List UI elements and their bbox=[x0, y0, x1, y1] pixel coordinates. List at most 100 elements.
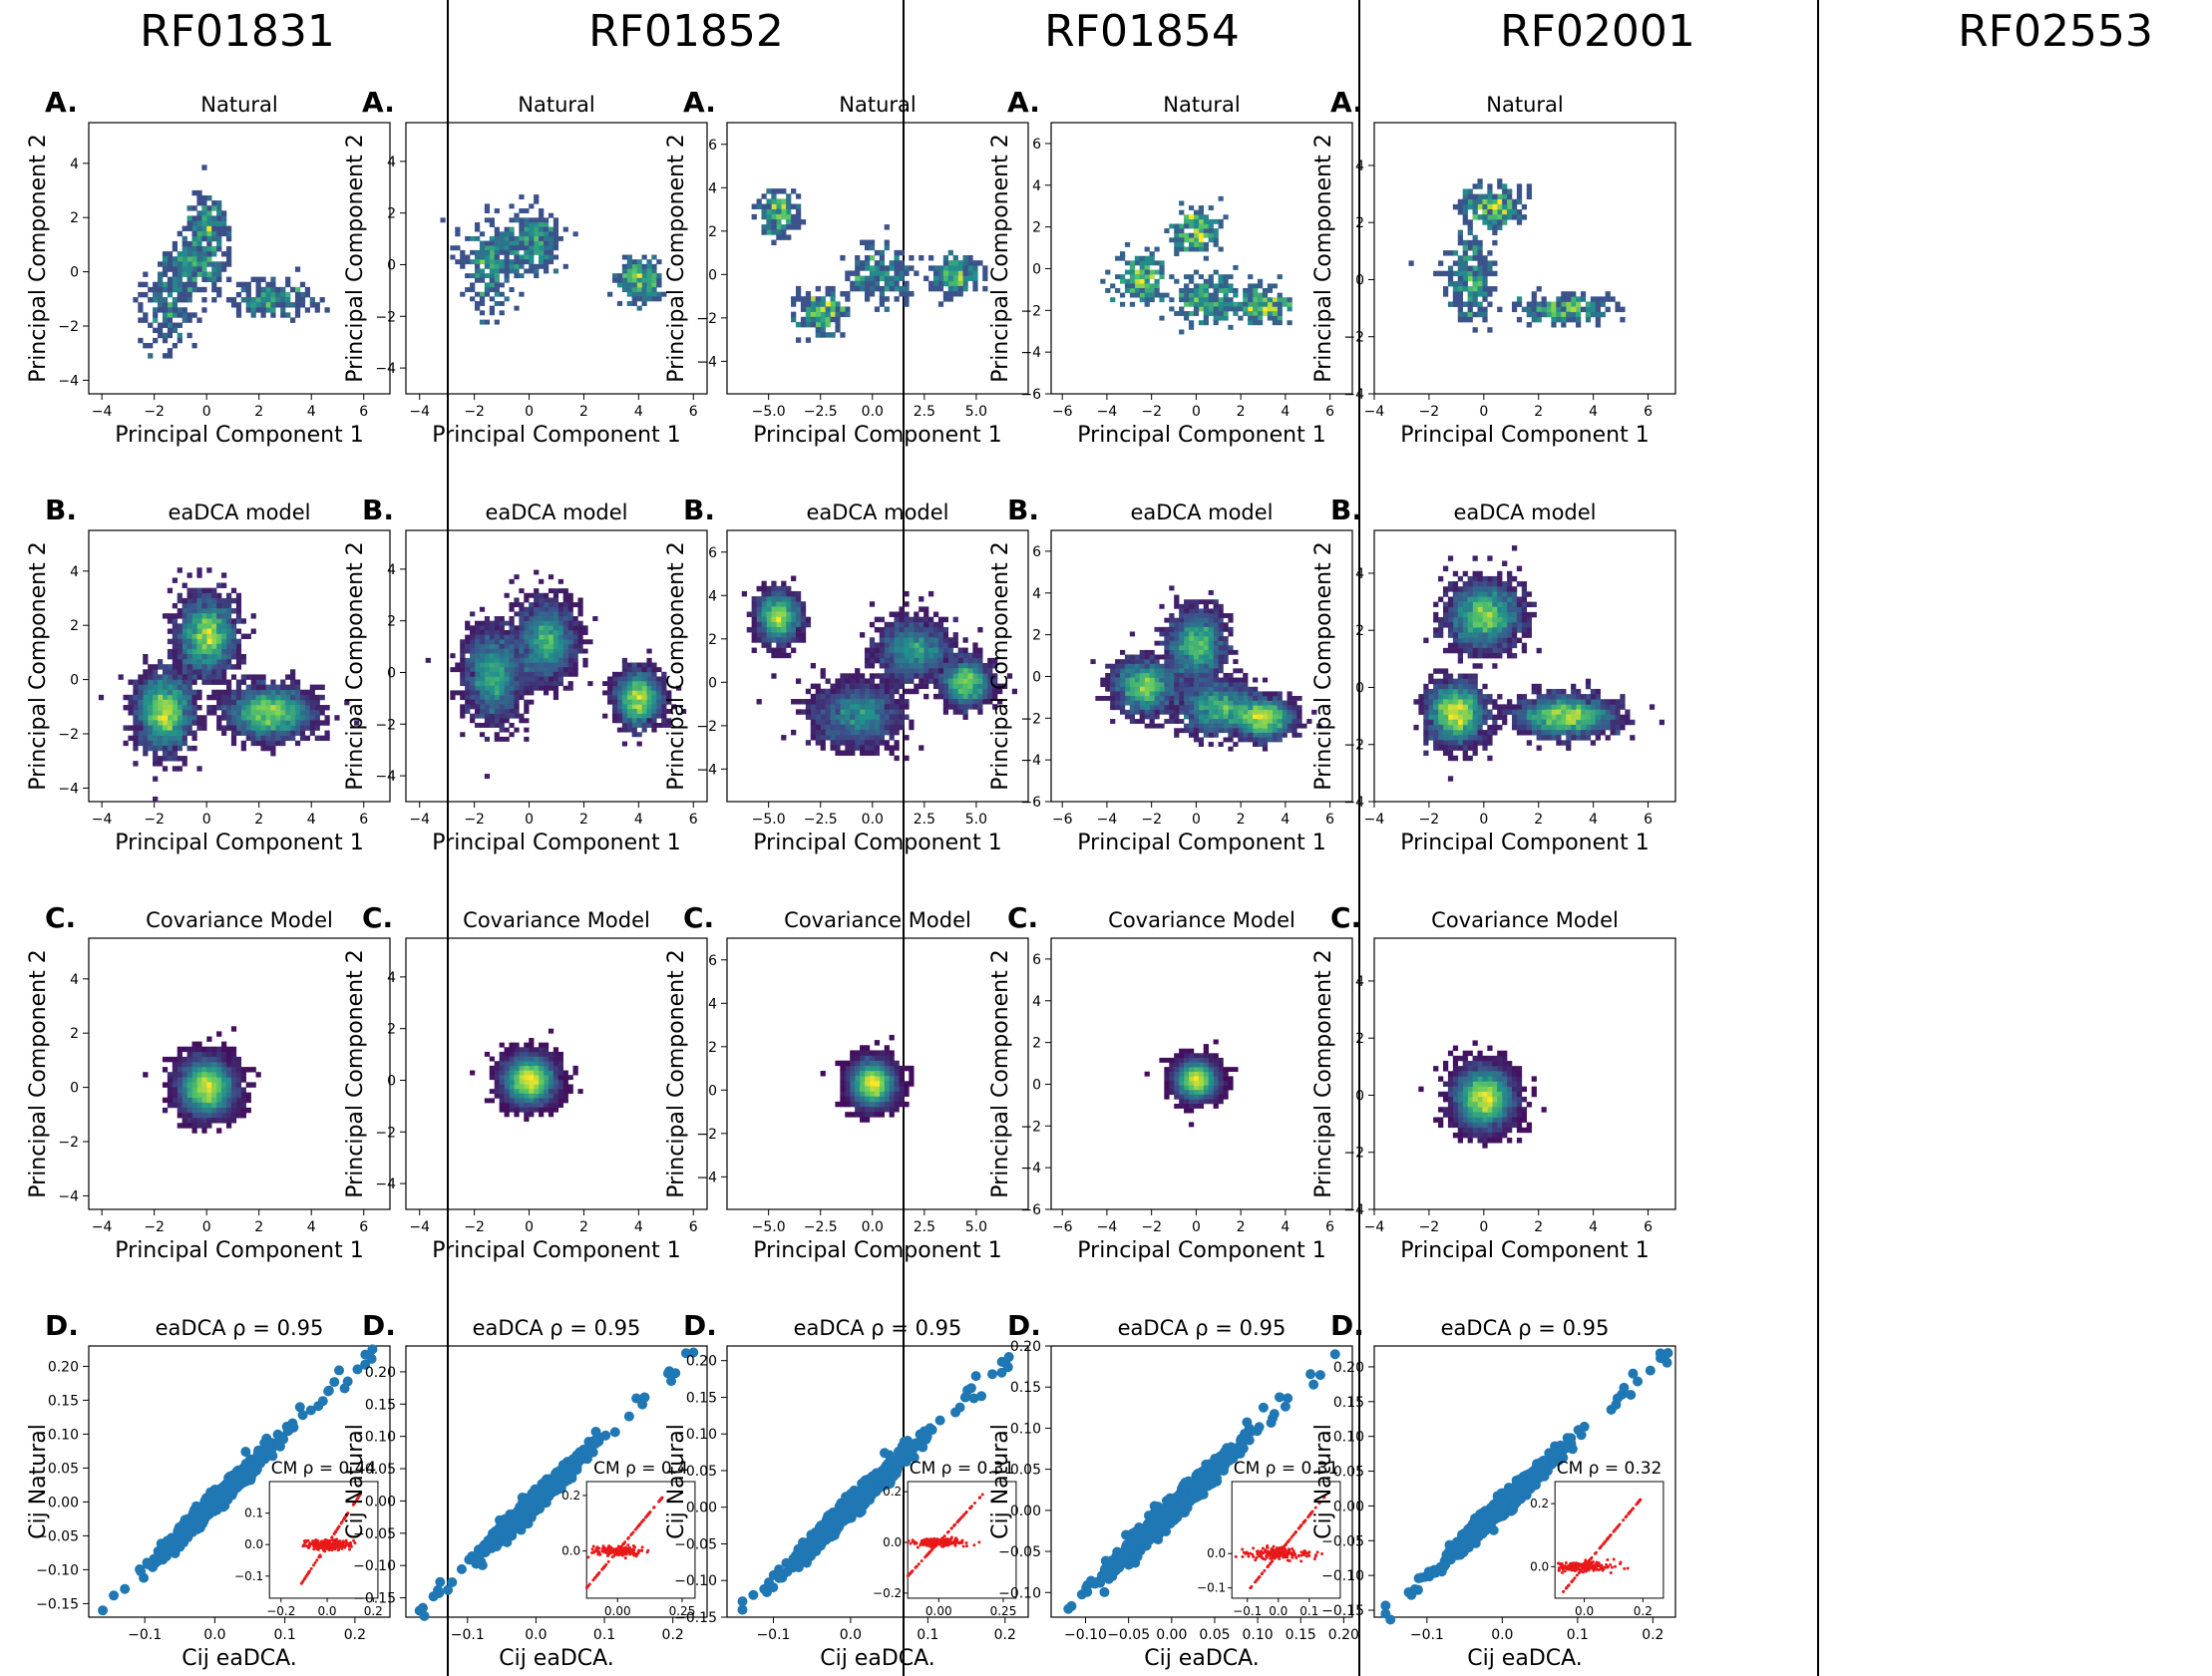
density-cell bbox=[191, 256, 197, 262]
density-cell bbox=[167, 653, 174, 660]
density-cell bbox=[651, 704, 657, 710]
density-cell bbox=[626, 259, 632, 265]
density-cell bbox=[172, 577, 178, 583]
density-cell bbox=[504, 695, 510, 701]
density-cell bbox=[651, 667, 657, 673]
density-cell bbox=[172, 1061, 178, 1068]
density-cell bbox=[162, 756, 169, 762]
density-cell bbox=[230, 674, 237, 680]
density-cell bbox=[143, 694, 149, 701]
density-cell bbox=[524, 208, 530, 213]
density-cell bbox=[455, 226, 461, 232]
y-tick-label: 0.05 bbox=[48, 1461, 79, 1477]
density-cell bbox=[250, 613, 256, 619]
density-cell bbox=[514, 671, 520, 677]
density-cell bbox=[186, 613, 192, 619]
density-cell bbox=[186, 720, 192, 726]
density-cell bbox=[534, 1075, 540, 1081]
density-cell bbox=[607, 699, 613, 705]
density-cell bbox=[636, 713, 642, 719]
density-cell bbox=[666, 718, 672, 724]
density-cell bbox=[211, 286, 217, 293]
density-cell bbox=[225, 1051, 232, 1058]
density-cell bbox=[290, 720, 296, 726]
density-cell bbox=[182, 1123, 187, 1129]
density-cell bbox=[211, 1067, 217, 1073]
density-cell bbox=[543, 1079, 550, 1085]
density-cell bbox=[225, 1107, 232, 1114]
density-cell bbox=[616, 718, 623, 724]
density-cell bbox=[562, 643, 568, 649]
density-cell bbox=[138, 337, 144, 344]
density-cell bbox=[206, 659, 212, 665]
density-cell bbox=[616, 671, 623, 677]
density-cell bbox=[641, 301, 647, 306]
density-cell bbox=[626, 301, 632, 306]
density-cell bbox=[324, 715, 330, 721]
density-cell bbox=[221, 694, 227, 701]
density-cell bbox=[524, 681, 530, 687]
y-tick-label: −4 bbox=[58, 781, 79, 797]
density-cell bbox=[499, 667, 505, 673]
density-cell bbox=[235, 684, 242, 691]
density-cell bbox=[172, 281, 178, 288]
y-tick-label: 0.00 bbox=[365, 1494, 396, 1509]
density-cell bbox=[167, 664, 174, 670]
density-cell bbox=[216, 1107, 222, 1114]
density-cell bbox=[172, 276, 178, 283]
density-cell bbox=[534, 235, 540, 241]
density-cell bbox=[177, 307, 183, 313]
density-cell bbox=[201, 679, 207, 685]
density-cell bbox=[196, 286, 202, 293]
y-tick-label: −2 bbox=[375, 717, 396, 733]
density-cell bbox=[216, 225, 222, 231]
density-cell bbox=[148, 322, 154, 328]
density-cell bbox=[539, 616, 545, 621]
density-cell bbox=[201, 602, 207, 609]
y-tick-label: 4 bbox=[387, 155, 396, 170]
density-cell bbox=[514, 1098, 520, 1104]
density-cell bbox=[211, 689, 217, 696]
density-cell bbox=[543, 611, 550, 617]
density-cell bbox=[524, 1084, 530, 1090]
density-cell bbox=[294, 699, 301, 706]
density-cell bbox=[221, 1118, 227, 1124]
density-cell bbox=[280, 684, 286, 691]
density-cell bbox=[631, 709, 637, 714]
density-cell bbox=[206, 1061, 212, 1068]
density-cell bbox=[519, 634, 525, 640]
density-cell bbox=[499, 1107, 505, 1113]
density-cell bbox=[641, 296, 647, 302]
density-cell bbox=[148, 674, 154, 680]
density-cell bbox=[519, 611, 525, 617]
density-cell bbox=[216, 659, 222, 665]
density-cell bbox=[509, 1056, 515, 1062]
density-cell bbox=[524, 592, 530, 598]
density-cell bbox=[162, 251, 169, 257]
density-cell bbox=[186, 653, 192, 660]
density-cell bbox=[230, 664, 237, 670]
density-cell bbox=[529, 1037, 535, 1043]
density-cell bbox=[534, 1047, 540, 1053]
density-cell bbox=[499, 722, 505, 728]
density-cell bbox=[172, 684, 178, 691]
density-cell bbox=[225, 1102, 232, 1109]
density-cell bbox=[157, 261, 164, 267]
density-cell bbox=[157, 710, 164, 716]
density-cell bbox=[539, 1061, 545, 1067]
density-cell bbox=[651, 713, 657, 719]
density-cell bbox=[275, 740, 281, 747]
density-cell bbox=[504, 690, 510, 696]
density-cell bbox=[470, 249, 476, 255]
density-cell bbox=[230, 1107, 237, 1114]
density-cell bbox=[529, 1093, 535, 1099]
density-cell bbox=[186, 602, 192, 609]
density-cell bbox=[465, 287, 471, 293]
density-cell bbox=[656, 685, 662, 691]
density-cell bbox=[479, 667, 486, 673]
density-cell bbox=[255, 740, 261, 747]
x-tick-label: −4 bbox=[409, 812, 430, 828]
density-cell bbox=[196, 1118, 202, 1124]
density-cell bbox=[499, 690, 505, 696]
density-cell bbox=[543, 653, 550, 659]
